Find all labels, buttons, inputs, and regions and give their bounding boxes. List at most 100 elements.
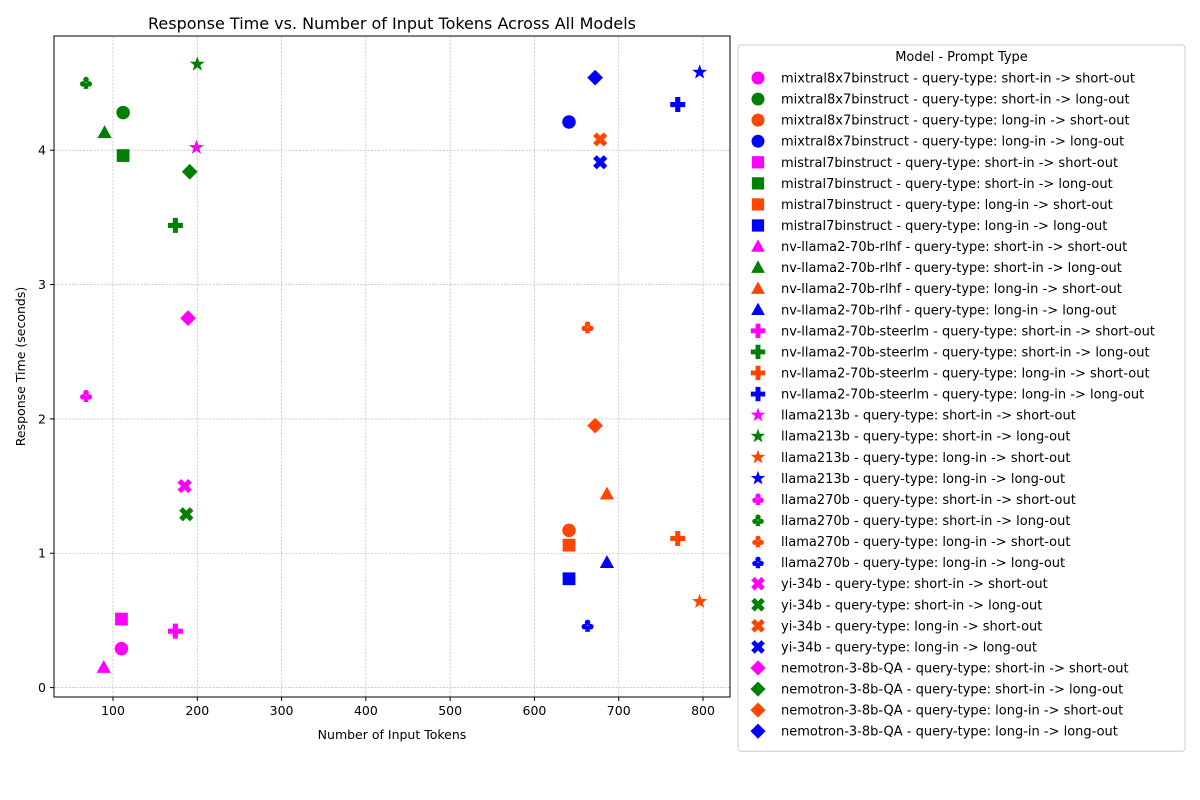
legend-entry: llama213b - query-type: long-in -> long-… (750, 470, 1065, 487)
grid-lines (54, 36, 730, 697)
legend-label: mistral7binstruct - query-type: short-in… (781, 177, 1113, 192)
x-point-yi-34b (593, 132, 608, 147)
legend-label: yi-34b - query-type: short-in -> long-ou… (781, 598, 1042, 613)
legend-entry: llama270b - query-type: short-in -> long… (752, 514, 1070, 529)
legend-marker-triangle (751, 260, 765, 273)
x-tick-label: 800 (691, 703, 715, 718)
legend-label: nemotron-3-8b-QA - query-type: short-in … (781, 683, 1123, 698)
legend-label: nemotron-3-8b-QA - query-type: short-in … (781, 661, 1129, 676)
legend-marker-star (750, 449, 766, 464)
x-axis-label: Number of Input Tokens (318, 727, 467, 742)
diamond-point-nemotron-3-8b-QA (587, 69, 604, 86)
y-tick-label: 1 (38, 546, 46, 561)
legend-label: mixtral8x7binstruct - query-type: long-i… (781, 135, 1124, 150)
square-point-mistral7binstruct (115, 612, 128, 626)
plus-point-nv-llama2-70b-steerlm (167, 623, 183, 639)
legend-marker-square (751, 156, 765, 169)
legend-entry: llama213b - query-type: short-in -> shor… (750, 407, 1076, 424)
legend-entry: mistral7binstruct - query-type: short-in… (751, 177, 1113, 192)
legend-label: nv-llama2-70b-steerlm - query-type: long… (781, 388, 1144, 403)
legend-label: nv-llama2-70b-steerlm - query-type: shor… (781, 345, 1150, 360)
diamond-point-nemotron-3-8b-QA (181, 163, 198, 180)
x-tick-label: 400 (354, 703, 378, 718)
star-point-llama213b (188, 139, 204, 154)
legend-label: nemotron-3-8b-QA - query-type: long-in -… (781, 725, 1118, 740)
legend-entry: mixtral8x7binstruct - query-type: short-… (751, 92, 1130, 108)
legend-marker-diamond (750, 660, 766, 676)
legend-entry: llama270b - query-type: short-in -> shor… (752, 493, 1076, 508)
legend-label: nemotron-3-8b-QA - query-type: long-in -… (781, 704, 1123, 719)
legend-marker-plus (750, 344, 766, 360)
x-tick-label: 300 (270, 703, 294, 718)
legend-marker-circle (751, 134, 765, 148)
circle-point-mixtral8x7binstruct (114, 641, 129, 656)
legend-marker-club (752, 556, 764, 569)
triangle-point-nv-llama2-70b-rlhf (97, 125, 112, 139)
legend-entry: mixtral8x7binstruct - query-type: long-i… (751, 114, 1130, 129)
legend-entries: mixtral8x7binstruct - query-type: short-… (750, 72, 1155, 740)
legend-marker-square (751, 198, 765, 211)
data-points (80, 56, 708, 673)
legend-label: nv-llama2-70b-steerlm - query-type: long… (781, 366, 1150, 381)
triangle-point-nv-llama2-70b-rlhf (599, 555, 615, 569)
legend-label: llama270b - query-type: long-in -> long-… (781, 556, 1065, 571)
x-axis: 100 200 300 400 500 600 700 800 (101, 697, 715, 718)
y-tick-label: 2 (38, 411, 46, 426)
legend-marker-triangle (751, 239, 765, 252)
legend-marker-plus (750, 365, 766, 381)
legend-label: nv-llama2-70b-rlhf - query-type: long-in… (781, 282, 1122, 297)
legend-entry: nemotron-3-8b-QA - query-type: long-in -… (750, 702, 1123, 719)
star-point-llama213b (189, 56, 205, 71)
legend-entry: mistral7binstruct - query-type: long-in … (751, 198, 1113, 213)
legend-entry: yi-34b - query-type: short-in -> short-o… (751, 576, 1048, 592)
x-tick-label: 500 (438, 703, 462, 718)
y-axis-label: Response Time (seconds) (13, 287, 28, 446)
legend-label: nv-llama2-70b-rlhf - query-type: short-i… (781, 240, 1127, 255)
legend-label: llama270b - query-type: long-in -> short… (781, 535, 1070, 550)
legend-label: llama213b - query-type: long-in -> short… (781, 451, 1070, 466)
legend-marker-club (752, 514, 764, 527)
club-point-llama270b (581, 619, 594, 632)
legend-marker-x (751, 640, 765, 654)
legend-title: Model - Prompt Type (895, 50, 1028, 65)
legend-entry: nv-llama2-70b-steerlm - query-type: shor… (750, 344, 1150, 360)
x-tick-label: 100 (101, 703, 125, 718)
legend-label: yi-34b - query-type: long-in -> short-ou… (781, 619, 1042, 634)
legend-label: nv-llama2-70b-rlhf - query-type: long-in… (781, 303, 1117, 318)
x-point-yi-34b (179, 507, 194, 522)
diamond-point-nemotron-3-8b-QA (587, 417, 604, 434)
legend-marker-diamond (750, 723, 766, 739)
legend-label: mistral7binstruct - query-type: short-in… (781, 156, 1118, 171)
legend-entry: mistral7binstruct - query-type: long-in … (751, 219, 1107, 234)
plot-area (53, 35, 731, 698)
legend-entry: nv-llama2-70b-steerlm - query-type: long… (750, 365, 1150, 381)
legend-marker-plus (750, 386, 766, 402)
circle-point-mixtral8x7binstruct (116, 105, 130, 120)
legend-marker-square (751, 219, 765, 232)
legend-label: nv-llama2-70b-rlhf - query-type: short-i… (781, 261, 1122, 276)
legend-label: llama213b - query-type: short-in -> long… (781, 430, 1070, 445)
legend-marker-x (751, 618, 765, 633)
y-tick-label: 3 (38, 277, 46, 292)
y-axis: 0 1 2 3 4 (38, 143, 54, 695)
legend-entry: llama213b - query-type: short-in -> long… (750, 428, 1070, 445)
legend-entry: nv-llama2-70b-rlhf - query-type: short-i… (751, 260, 1122, 276)
legend-entry: llama270b - query-type: long-in -> long-… (752, 556, 1065, 571)
legend-entry: yi-34b - query-type: short-in -> long-ou… (751, 597, 1042, 613)
circle-point-mixtral8x7binstruct (562, 115, 576, 129)
legend-label: mixtral8x7binstruct - query-type: short-… (781, 93, 1130, 108)
y-tick-label: 0 (38, 680, 46, 695)
square-point-mistral7binstruct (116, 149, 130, 162)
legend-entry: nemotron-3-8b-QA - query-type: short-in … (750, 681, 1123, 698)
legend-entry: mixtral8x7binstruct - query-type: long-i… (751, 134, 1124, 150)
legend-entry: nv-llama2-70b-rlhf - query-type: long-in… (751, 281, 1122, 297)
legend-entry: llama213b - query-type: long-in -> short… (750, 449, 1070, 466)
legend-marker-triangle (751, 281, 765, 294)
club-point-llama270b (581, 321, 594, 334)
legend-entry: nemotron-3-8b-QA - query-type: short-in … (750, 660, 1129, 676)
legend-marker-circle (751, 92, 765, 106)
triangle-point-nv-llama2-70b-rlhf (96, 659, 111, 673)
legend-label: llama270b - query-type: short-in -> long… (781, 514, 1070, 529)
x-point-yi-34b (593, 155, 608, 170)
